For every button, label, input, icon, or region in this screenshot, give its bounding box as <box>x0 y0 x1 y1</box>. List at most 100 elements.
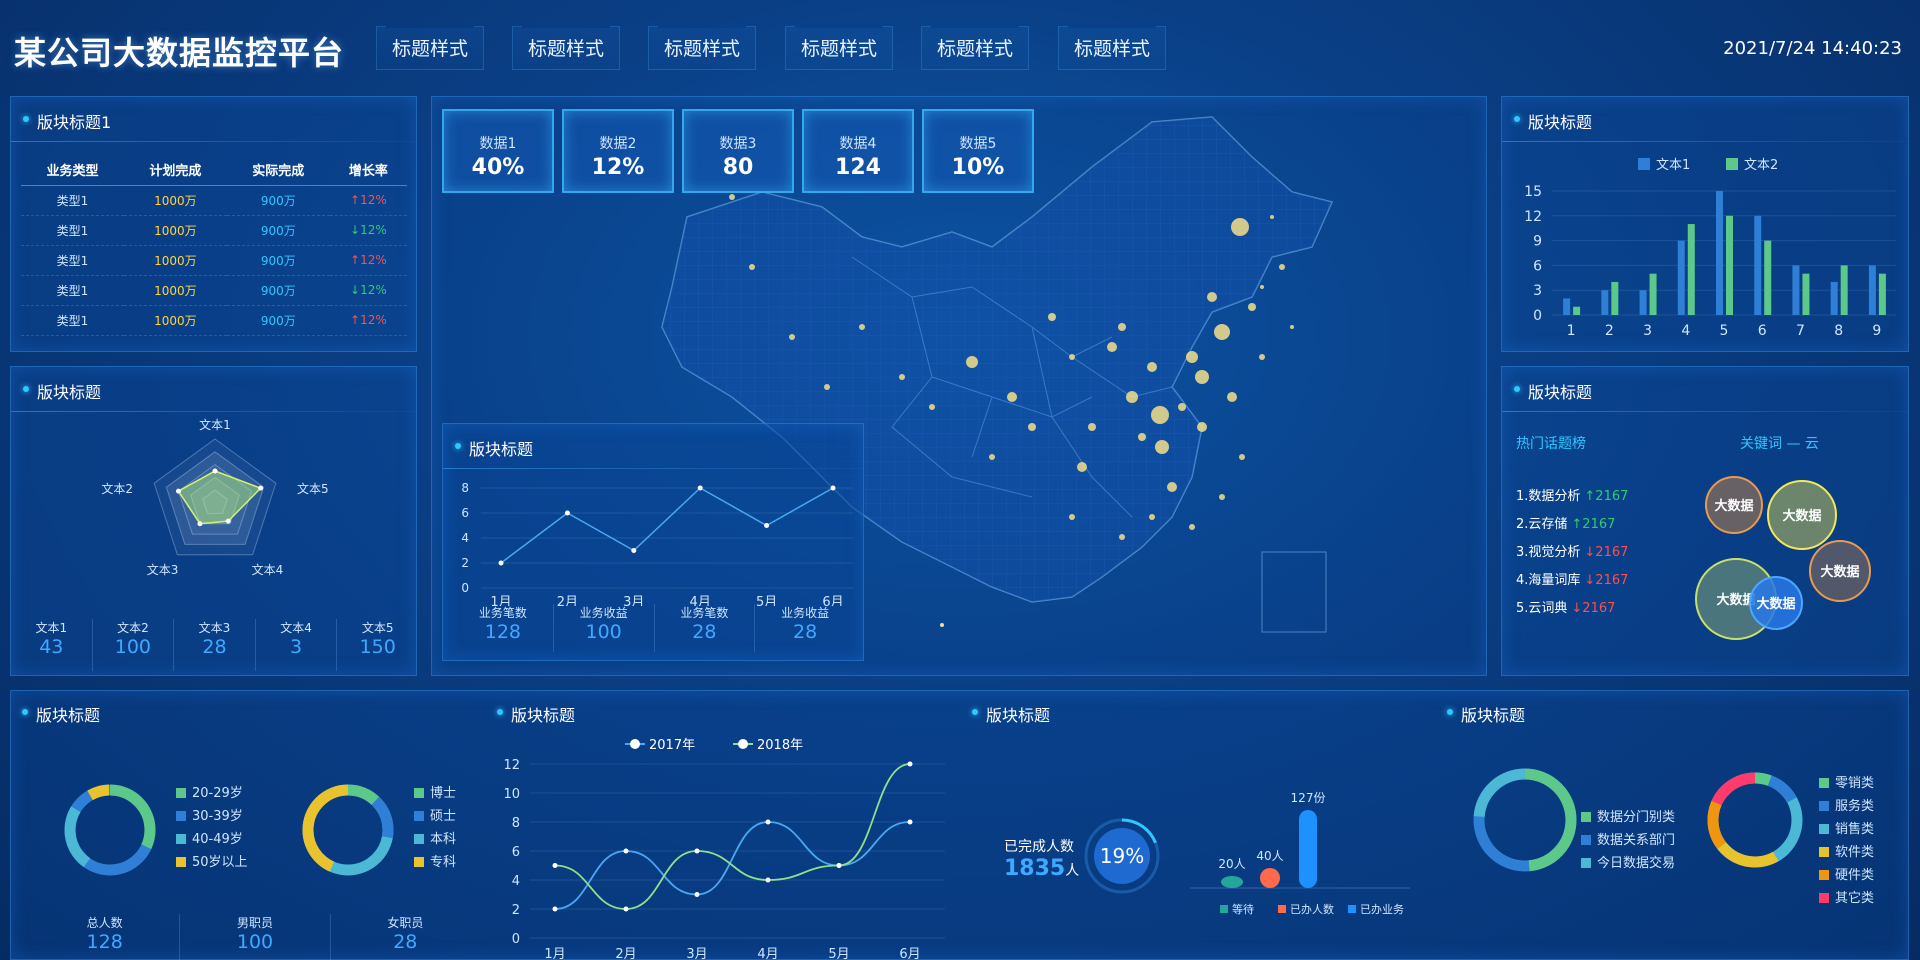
legend-label: 其它类 <box>1835 891 1875 906</box>
hot-list: 1.数据分析 ↑2167 2.云存储 ↑2167 3.视觉分析 ↓2167 4.海量词库 ↓2… <box>1516 485 1628 625</box>
y-tick-label: 8 <box>461 481 469 495</box>
map-dot <box>1048 313 1056 321</box>
hot-topic-item[interactable]: 3.视觉分析 ↓2167 <box>1516 541 1628 569</box>
nav-tab-2[interactable]: 标题样式 <box>512 26 620 70</box>
nav-tab-4[interactable]: 标题样式 <box>785 26 893 70</box>
bar <box>1754 215 1762 315</box>
legend-label: 硬件类 <box>1835 868 1875 883</box>
hot-topic-count: ↓2167 <box>1571 601 1616 616</box>
nav-tab-5[interactable]: 标题样式 <box>921 26 1029 70</box>
y-tick-label: 4 <box>461 531 469 545</box>
table-cell-type: 类型1 <box>21 275 124 306</box>
y-tick-label: 4 <box>512 874 520 889</box>
x-tick-label: 1月 <box>544 947 565 960</box>
stat-value: 150 <box>359 636 396 658</box>
hot-topic-text: 4.海量词库 <box>1516 573 1581 588</box>
map-dot <box>1069 514 1075 520</box>
line-chart: 0 2 4 6 8 1月 2月 3月 4月 5月 6月 <box>461 481 853 606</box>
hot-topic-count: ↓2167 <box>1584 573 1629 588</box>
radar-area <box>177 470 262 525</box>
stat-value: 3 <box>290 636 303 658</box>
map-dot <box>989 454 995 460</box>
bar <box>1601 290 1609 315</box>
radar-stat: 文本4 3 <box>256 619 338 671</box>
panel-title: 版块标题 <box>1513 109 1592 133</box>
y-tick-label: 2 <box>461 556 469 570</box>
bar <box>1639 290 1647 315</box>
employee-stat: 总人数 128 <box>30 914 181 960</box>
table-cell-rate: ↑12% <box>329 245 407 276</box>
bar <box>1716 191 1723 315</box>
legend-swatch <box>176 788 186 798</box>
table-cell-actual: 900万 <box>226 305 330 336</box>
legend-item: 软件类 <box>1819 841 1874 860</box>
map-dot <box>729 194 735 200</box>
bar <box>1792 265 1800 315</box>
stat-label: 业务收益 <box>781 606 830 620</box>
ring-core <box>1094 828 1150 884</box>
stat-label: 文本5 <box>361 621 394 635</box>
legend-label: 零销类 <box>1835 776 1875 791</box>
table-cell-plan: 1000万 <box>123 275 227 306</box>
x-tick-label: 2 <box>1605 323 1614 339</box>
line-series <box>500 487 834 564</box>
legend-label: 服务类 <box>1835 799 1875 814</box>
nav-tab-1[interactable]: 标题样式 <box>376 26 484 70</box>
bar <box>1563 298 1571 315</box>
smooth-line-panel: 版块标题 2017年 2018年 0 2 4 6 8 10 12 1月 2月 3月 4月 5月 6月 <box>485 690 955 960</box>
stat-card: 数据5 10% <box>922 109 1034 193</box>
line-stat: 业务笔数 28 <box>655 604 756 652</box>
keyword-bubble <box>1749 576 1803 630</box>
nav-tab-3[interactable]: 标题样式 <box>648 26 756 70</box>
radar-stat: 文本1 43 <box>11 619 93 671</box>
bottom-panel <box>10 690 1909 960</box>
x-tick-label: 5月 <box>756 595 777 606</box>
hot-topic-item[interactable]: 4.海量词库 ↓2167 <box>1516 569 1628 597</box>
legend-swatch <box>176 857 186 867</box>
y-tick-label: 2 <box>512 903 520 918</box>
category-panel: 版块标题 数据分门别类 数据关系部门 今日数据交易 零销类 服务类 销售类 软件类 硬件类其… <box>1435 690 1909 960</box>
map-dot <box>1279 264 1285 270</box>
hot-topic-item[interactable]: 5.云词典 ↓2167 <box>1516 597 1628 625</box>
legend-swatch <box>1726 158 1738 170</box>
panel-title: 版块标题1 <box>22 109 111 133</box>
hot-topic-item[interactable]: 1.数据分析 ↑2167 <box>1516 485 1628 513</box>
column-header: 增长率 <box>329 155 407 186</box>
bar <box>1573 306 1581 315</box>
line-point <box>836 863 842 868</box>
legend-swatch <box>1581 812 1591 822</box>
table-row: 类型1 1000万 900万 ↑12% <box>21 305 407 336</box>
legend-label: 数据分门别类 <box>1597 810 1676 825</box>
map-dot <box>1107 342 1117 352</box>
legend-item: 零销类 <box>1819 772 1874 791</box>
map-dot <box>1270 215 1274 219</box>
hot-topic-text: 1.数据分析 <box>1516 489 1581 504</box>
stat-label: 文本4 <box>280 621 312 635</box>
y-tick-label: 0 <box>461 581 469 595</box>
legend-label: 40-49岁 <box>192 832 243 847</box>
y-tick-label: 12 <box>1524 209 1542 225</box>
map-dot <box>1007 392 1017 402</box>
table-cell-plan: 1000万 <box>123 245 227 276</box>
legend-item: 30-39岁 <box>176 805 243 824</box>
table-cell-rate: ↑12% <box>329 185 407 216</box>
radar-point <box>197 521 203 527</box>
legend-item: 专科 <box>414 851 456 870</box>
legend-item: 博士 <box>414 782 456 801</box>
table-cell-actual: 900万 <box>226 185 330 216</box>
employee-stat: 女职员 28 <box>331 914 480 960</box>
radar-axis-label: 文本3 <box>147 562 179 577</box>
line-point <box>764 523 770 528</box>
stat-value: 28 <box>692 621 717 643</box>
map-dot <box>1195 370 1209 384</box>
legend-swatch <box>1819 870 1829 880</box>
legend-label: 2018年 <box>757 738 803 753</box>
map-dot <box>1149 514 1155 520</box>
stat-card-label: 数据1 <box>479 136 517 152</box>
hot-topic-item[interactable]: 2.云存储 ↑2167 <box>1516 513 1628 541</box>
bar-value-label: 40人 <box>1256 849 1283 863</box>
legend-swatch <box>1278 905 1286 913</box>
nav-tab-6[interactable]: 标题样式 <box>1058 26 1166 70</box>
panel-title: 版块标题 <box>21 702 100 726</box>
